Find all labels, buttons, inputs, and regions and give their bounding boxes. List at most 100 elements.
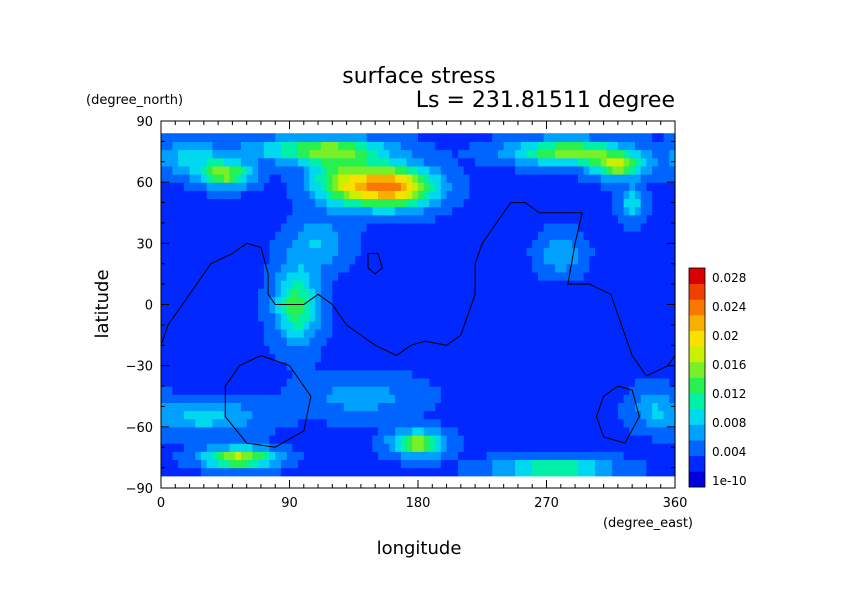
heat-cell [629, 149, 636, 159]
heat-cell [475, 418, 482, 428]
heat-cell [486, 182, 493, 191]
heat-cell [486, 198, 493, 208]
heat-cell [372, 231, 379, 240]
heat-cell [366, 190, 373, 200]
heat-cell [560, 426, 568, 436]
heat-cell [532, 451, 539, 461]
heat-cell [172, 434, 179, 444]
heat-cell [486, 288, 493, 297]
heat-cell [492, 247, 499, 257]
heat-cell [320, 402, 328, 412]
heat-cell [652, 182, 659, 191]
heat-cell [549, 182, 556, 191]
heat-cell [320, 467, 328, 477]
heat-cell [606, 451, 613, 461]
heat-cell [600, 426, 608, 436]
heat-cell [286, 443, 293, 452]
heat-cell [349, 133, 356, 142]
heat-cell [178, 190, 185, 200]
heat-cell [617, 353, 625, 363]
heat-cell [372, 467, 379, 477]
heat-cell [298, 426, 305, 436]
heat-cell [640, 459, 648, 469]
heat-cell [503, 247, 510, 257]
heat-cell [246, 206, 253, 216]
heat-cell [520, 214, 528, 224]
heat-cell [509, 141, 516, 151]
heat-cell [526, 320, 533, 330]
heat-cell [366, 361, 373, 371]
heat-cell [286, 467, 293, 477]
heat-cell [349, 255, 356, 265]
heat-cell [280, 418, 288, 428]
heat-cell [503, 386, 510, 395]
heat-cell [423, 361, 431, 371]
heat-cell [520, 369, 528, 379]
heat-cell [452, 410, 459, 420]
heat-cell [269, 190, 276, 200]
heat-cell [475, 247, 482, 257]
heat-cell [492, 214, 499, 224]
heat-cell [315, 345, 322, 355]
heat-cell [612, 434, 619, 444]
heat-cell [218, 165, 225, 175]
heat-cell [560, 377, 568, 387]
heat-cell [657, 320, 665, 330]
heat-cell [560, 288, 568, 297]
heat-cell [629, 247, 636, 257]
heat-cell [309, 459, 316, 469]
heat-cell [389, 361, 396, 371]
heat-cell [378, 157, 385, 167]
heat-cell [566, 443, 573, 452]
heat-cell [566, 133, 573, 142]
heat-cell [497, 386, 505, 395]
heat-cell [172, 239, 179, 249]
heat-cell [395, 345, 402, 355]
heat-cell [166, 182, 174, 191]
heat-cell [172, 467, 179, 477]
heat-cell [292, 182, 299, 191]
heat-cell [537, 239, 545, 249]
heat-cell [657, 451, 665, 461]
heat-cell [412, 328, 419, 338]
heat-cell [383, 353, 391, 363]
heat-cell [646, 296, 653, 306]
heat-cell [623, 394, 630, 403]
heat-cell [492, 165, 499, 175]
heat-cell [589, 255, 596, 265]
heat-cell [520, 467, 528, 477]
heat-cell [423, 222, 431, 232]
heat-cell [218, 467, 225, 477]
heat-cell [303, 451, 311, 461]
heat-cell [183, 133, 191, 142]
heat-cell [343, 304, 351, 314]
heat-cell [383, 377, 391, 387]
heat-cell [229, 386, 236, 395]
heat-cell [269, 247, 276, 257]
heat-cell [275, 377, 282, 387]
heat-cell [326, 467, 333, 477]
heat-cell [172, 133, 179, 142]
heat-cell [635, 386, 642, 395]
heat-cell [212, 386, 219, 395]
heat-cell [343, 443, 351, 452]
heat-cell [172, 369, 179, 379]
heat-cell [389, 280, 396, 289]
heat-cell [435, 133, 442, 142]
heat-cell [486, 280, 493, 289]
heat-cell [195, 434, 202, 444]
heat-cell [469, 394, 476, 403]
heat-cell [640, 222, 648, 232]
heat-cell [240, 312, 248, 322]
heat-cell [440, 345, 448, 355]
heat-cell [235, 206, 242, 216]
heat-cell [166, 141, 174, 151]
heat-cell [246, 402, 253, 412]
heat-cell [189, 206, 196, 216]
heat-cell [280, 467, 288, 477]
heat-cell [646, 263, 653, 273]
heat-cell [657, 182, 665, 191]
heat-cell [492, 157, 499, 167]
heat-cell [555, 377, 562, 387]
heat-cell [572, 434, 579, 444]
